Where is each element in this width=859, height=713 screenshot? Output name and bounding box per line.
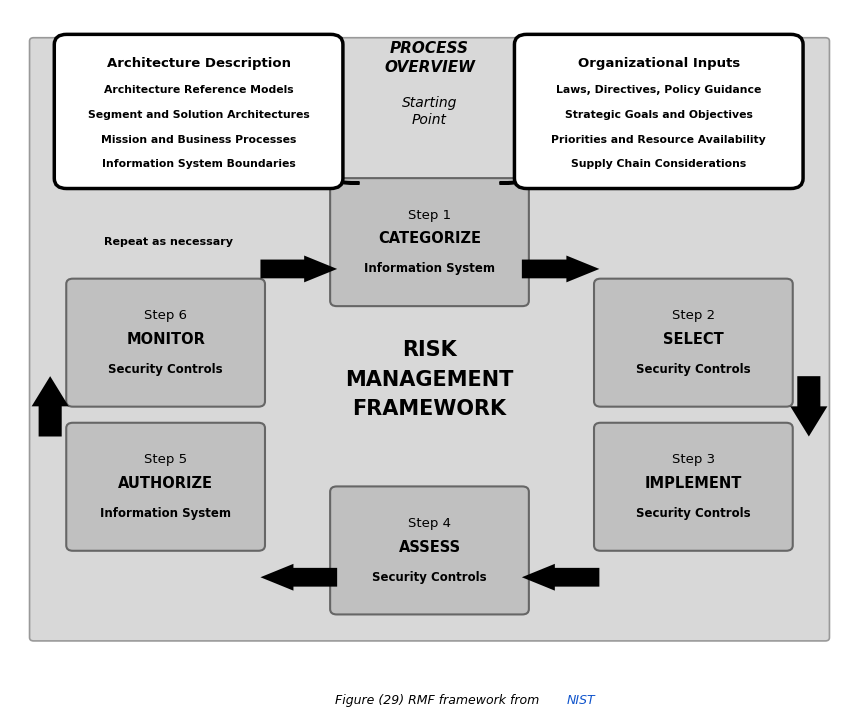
Polygon shape <box>260 255 337 282</box>
Text: Security Controls: Security Controls <box>372 570 487 584</box>
FancyBboxPatch shape <box>594 423 793 550</box>
Text: Information System Boundaries: Information System Boundaries <box>101 160 295 170</box>
Text: Step 2: Step 2 <box>672 309 715 322</box>
Text: IMPLEMENT: IMPLEMENT <box>645 476 742 491</box>
Text: Segment and Solution Architectures: Segment and Solution Architectures <box>88 110 309 120</box>
Polygon shape <box>260 564 337 590</box>
Text: Laws, Directives, Policy Guidance: Laws, Directives, Policy Guidance <box>556 85 761 95</box>
Polygon shape <box>790 376 827 436</box>
Text: Information System: Information System <box>101 507 231 520</box>
Text: NIST: NIST <box>567 694 595 707</box>
Polygon shape <box>522 255 600 282</box>
Text: Step 1: Step 1 <box>408 209 451 222</box>
Text: PROCESS
OVERVIEW: PROCESS OVERVIEW <box>384 41 475 75</box>
Polygon shape <box>500 178 631 183</box>
FancyBboxPatch shape <box>515 34 803 188</box>
Text: Architecture Reference Models: Architecture Reference Models <box>104 85 294 95</box>
Text: Step 3: Step 3 <box>672 453 715 466</box>
Text: Security Controls: Security Controls <box>108 363 223 376</box>
Text: Priorities and Resource Availability: Priorities and Resource Availability <box>551 135 766 145</box>
Text: Starting
Point: Starting Point <box>402 96 457 127</box>
Text: Mission and Business Processes: Mission and Business Processes <box>101 135 296 145</box>
Polygon shape <box>522 564 600 590</box>
FancyBboxPatch shape <box>29 38 830 641</box>
Text: SELECT: SELECT <box>663 332 724 347</box>
Text: Repeat as necessary: Repeat as necessary <box>104 237 233 247</box>
FancyBboxPatch shape <box>54 34 343 188</box>
Text: ASSESS: ASSESS <box>399 540 460 555</box>
Text: RISK
MANAGEMENT
FRAMEWORK: RISK MANAGEMENT FRAMEWORK <box>345 340 514 419</box>
Text: Supply Chain Considerations: Supply Chain Considerations <box>571 160 746 170</box>
Text: Step 5: Step 5 <box>144 453 187 466</box>
Text: Information System: Information System <box>364 262 495 275</box>
Text: AUTHORIZE: AUTHORIZE <box>119 476 213 491</box>
Text: Step 6: Step 6 <box>144 309 187 322</box>
FancyBboxPatch shape <box>66 423 265 550</box>
Polygon shape <box>32 376 69 436</box>
FancyBboxPatch shape <box>594 279 793 406</box>
Text: MONITOR: MONITOR <box>126 332 205 347</box>
Text: Architecture Description: Architecture Description <box>107 57 290 70</box>
FancyBboxPatch shape <box>330 486 529 615</box>
FancyBboxPatch shape <box>66 279 265 406</box>
Polygon shape <box>226 178 359 183</box>
FancyBboxPatch shape <box>330 178 529 306</box>
Text: Figure (29) RMF framework from: Figure (29) RMF framework from <box>335 694 543 707</box>
Text: Step 4: Step 4 <box>408 517 451 530</box>
Text: CATEGORIZE: CATEGORIZE <box>378 231 481 246</box>
Text: Organizational Inputs: Organizational Inputs <box>577 57 740 70</box>
Text: Security Controls: Security Controls <box>636 507 751 520</box>
Text: Security Controls: Security Controls <box>636 363 751 376</box>
Text: Strategic Goals and Objectives: Strategic Goals and Objectives <box>565 110 752 120</box>
